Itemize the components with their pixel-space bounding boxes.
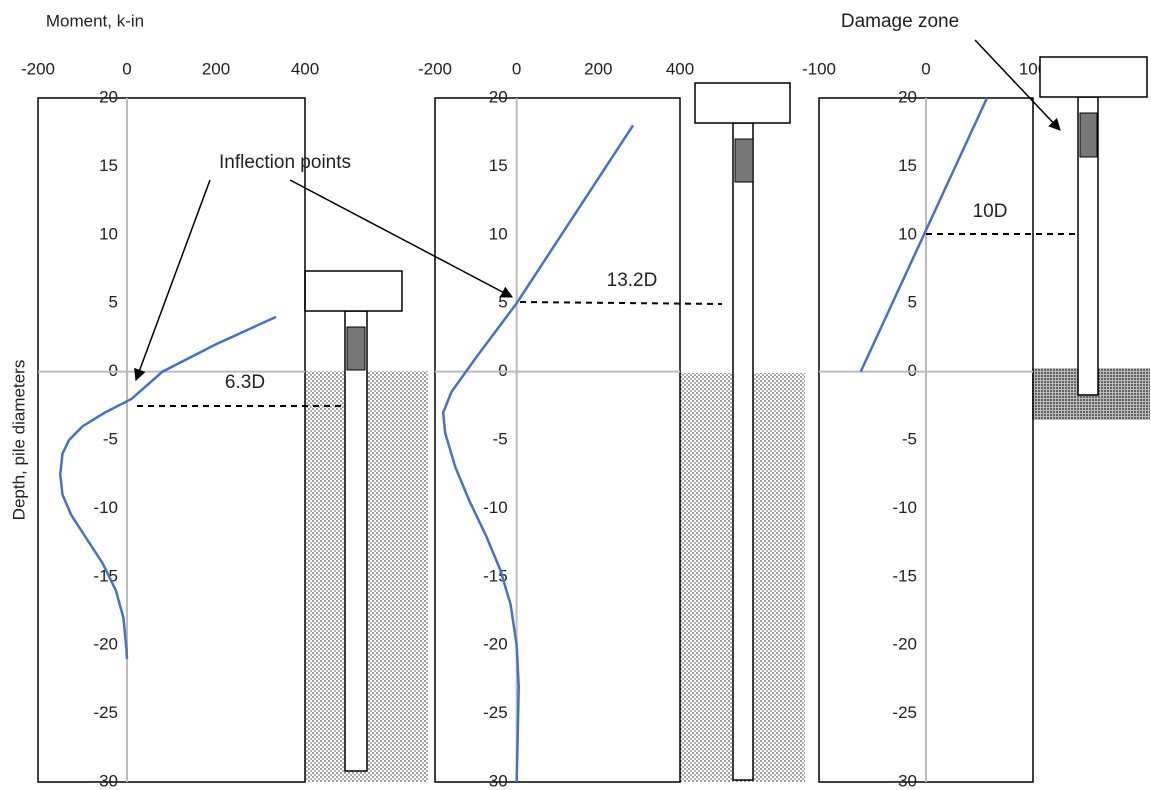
annotations: Moment, k-in Depth, pile diameters Infle… bbox=[9, 11, 1147, 520]
y-tick-label: 10 bbox=[489, 224, 508, 243]
damage-segment bbox=[347, 327, 365, 370]
damage-segment bbox=[735, 139, 753, 182]
y-tick-label: -15 bbox=[892, 566, 917, 585]
y-tick-label: 0 bbox=[498, 361, 507, 380]
annotation: Inflection points bbox=[219, 152, 351, 173]
data-line bbox=[443, 125, 633, 782]
x-tick-label: 0 bbox=[122, 59, 131, 78]
plot-area bbox=[435, 98, 680, 782]
y-tick-label: 20 bbox=[99, 87, 118, 106]
annotation: 10D bbox=[973, 201, 1008, 222]
y-tick-label: -20 bbox=[892, 635, 917, 654]
y-tick-label: 5 bbox=[109, 293, 118, 312]
pile bbox=[345, 311, 367, 771]
pile-cap bbox=[1040, 57, 1147, 97]
y-axis-title: Depth, pile diameters bbox=[9, 360, 28, 521]
y-tick-label: -20 bbox=[483, 635, 508, 654]
y-tick-label: -25 bbox=[483, 703, 508, 722]
annotation: Damage zone bbox=[841, 11, 959, 32]
figure: -200020040020151050-5-10-15-20-25-30-200… bbox=[0, 0, 1151, 790]
y-tick-label: -20 bbox=[93, 635, 118, 654]
y-tick-label: -30 bbox=[483, 771, 508, 790]
y-tick-label: -30 bbox=[892, 771, 917, 790]
y-tick-label: -25 bbox=[93, 703, 118, 722]
x-tick-label: 200 bbox=[202, 59, 230, 78]
y-tick-label: 15 bbox=[898, 156, 917, 175]
data-line bbox=[861, 98, 987, 372]
y-tick-label: -30 bbox=[93, 771, 118, 790]
y-tick-label: -25 bbox=[892, 703, 917, 722]
y-tick-label: 10 bbox=[898, 224, 917, 243]
x-axis-title: Moment, k-in bbox=[46, 11, 144, 30]
x-tick-label: 0 bbox=[512, 59, 521, 78]
data-line bbox=[60, 317, 276, 659]
y-tick-label: 0 bbox=[109, 361, 118, 380]
schematics bbox=[305, 83, 1150, 782]
y-tick-label: 20 bbox=[489, 87, 508, 106]
arrow bbox=[136, 180, 210, 380]
y-tick-label: 5 bbox=[908, 293, 917, 312]
y-tick-label: -5 bbox=[902, 429, 917, 448]
x-tick-label: 200 bbox=[584, 59, 612, 78]
pile-cap bbox=[695, 83, 790, 123]
x-tick-label: 0 bbox=[921, 59, 930, 78]
y-tick-label: 15 bbox=[489, 156, 508, 175]
dashed-line bbox=[520, 302, 722, 304]
x-tick-label: 400 bbox=[666, 59, 694, 78]
y-tick-label: 20 bbox=[898, 87, 917, 106]
plot-area bbox=[38, 98, 305, 782]
x-tick-label: -200 bbox=[21, 59, 55, 78]
x-tick-label: -100 bbox=[802, 59, 836, 78]
x-tick-label: -200 bbox=[418, 59, 452, 78]
pile-cap bbox=[305, 271, 402, 311]
y-tick-label: 0 bbox=[908, 361, 917, 380]
annotation: 13.2D bbox=[607, 270, 658, 291]
y-tick-label: 5 bbox=[498, 293, 507, 312]
y-tick-label: 15 bbox=[99, 156, 118, 175]
y-tick-label: -10 bbox=[483, 498, 508, 517]
y-tick-label: 10 bbox=[99, 224, 118, 243]
x-tick-label: 400 bbox=[291, 59, 319, 78]
y-tick-label: -5 bbox=[493, 429, 508, 448]
y-tick-label: -10 bbox=[93, 498, 118, 517]
damage-segment bbox=[1080, 113, 1097, 157]
y-tick-label: -10 bbox=[892, 498, 917, 517]
y-tick-label: -5 bbox=[103, 429, 118, 448]
pile bbox=[733, 123, 753, 780]
annotation: 6.3D bbox=[225, 372, 265, 393]
